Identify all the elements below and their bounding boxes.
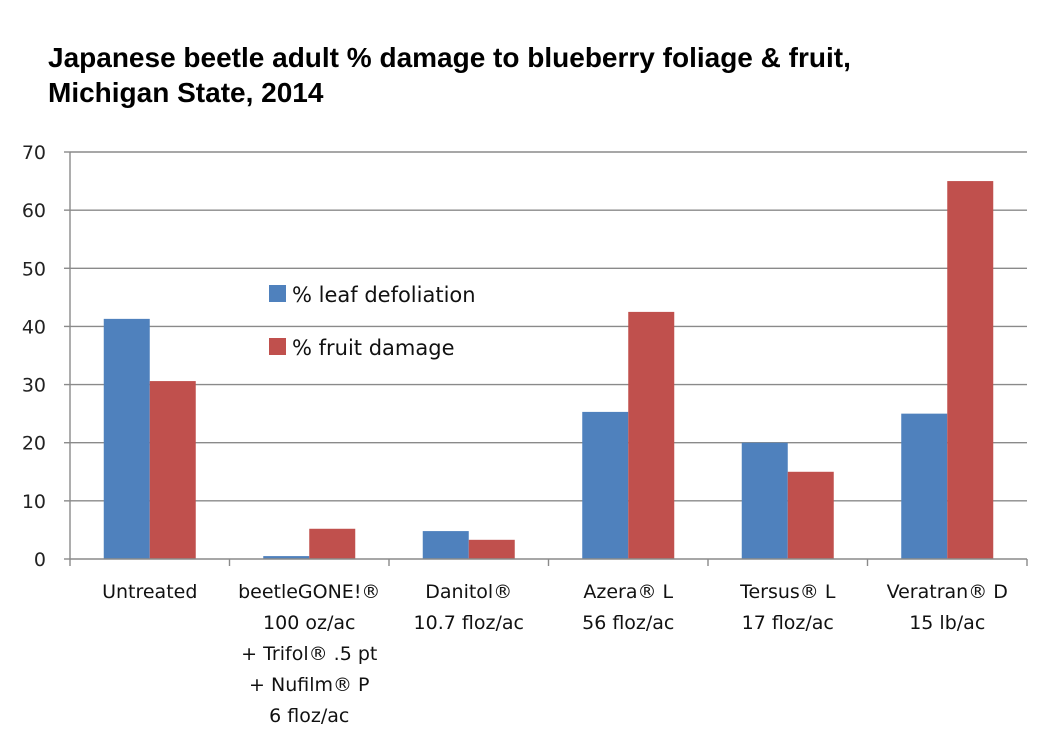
- bar-fruit-damage: [149, 381, 196, 559]
- category-label: Veratran® D 15 lb/ac: [887, 581, 1008, 634]
- chart-title: Japanese beetle adult % damage to bluebe…: [48, 40, 1038, 110]
- legend: % leaf defoliation % fruit damage: [269, 283, 476, 360]
- y-tick-label: 0: [34, 549, 46, 571]
- legend-label-fruit-damage: % fruit damage: [292, 336, 454, 360]
- category-label: Azera® L 56 floz/ac: [582, 581, 674, 634]
- y-tick-label: 60: [22, 200, 46, 222]
- bar-fruit-damage: [628, 311, 675, 559]
- category-label: Tersus® L 17 floz/ac: [739, 581, 836, 634]
- bar-leaf-defoliation: [901, 413, 948, 559]
- y-axis: 0 10 20 30 40 50 60 70: [22, 142, 71, 571]
- legend-swatch-fruit-damage: [269, 338, 286, 355]
- bar-leaf-defoliation: [263, 556, 310, 559]
- bar-leaf-defoliation: [741, 442, 788, 559]
- bar-fruit-damage: [309, 528, 356, 559]
- bar-leaf-defoliation: [103, 318, 150, 559]
- bar-leaf-defoliation: [422, 531, 469, 559]
- chart-title-line-2: Michigan State, 2014: [48, 77, 324, 108]
- chart-title-line-1: Japanese beetle adult % damage to bluebe…: [48, 42, 851, 73]
- y-tick-label: 50: [22, 258, 46, 280]
- bar-fruit-damage: [787, 471, 834, 559]
- bars: [103, 181, 994, 560]
- y-tick-label: 10: [22, 491, 46, 513]
- y-tick-label: 20: [22, 433, 46, 455]
- category-label: Danitol® 10.7 floz/ac: [414, 581, 524, 634]
- gridlines: [70, 151, 1027, 502]
- legend-swatch-leaf-defoliation: [269, 285, 286, 302]
- category-label: beetleGONE!® 100 oz/ac + Trifol® .5 pt + Nu…: [238, 581, 380, 727]
- bar-fruit-damage: [468, 539, 515, 559]
- x-axis: Untreated beetleGONE!® 100 oz/ac + Trifol® …: [69, 558, 1028, 727]
- y-tick-label: 30: [22, 375, 46, 397]
- y-tick-label: 70: [22, 142, 46, 164]
- bar-leaf-defoliation: [582, 411, 629, 559]
- legend-label-leaf-defoliation: % leaf defoliation: [292, 283, 476, 307]
- bar-fruit-damage: [947, 181, 994, 560]
- category-label: Untreated: [102, 581, 197, 603]
- y-tick-label: 40: [22, 316, 46, 338]
